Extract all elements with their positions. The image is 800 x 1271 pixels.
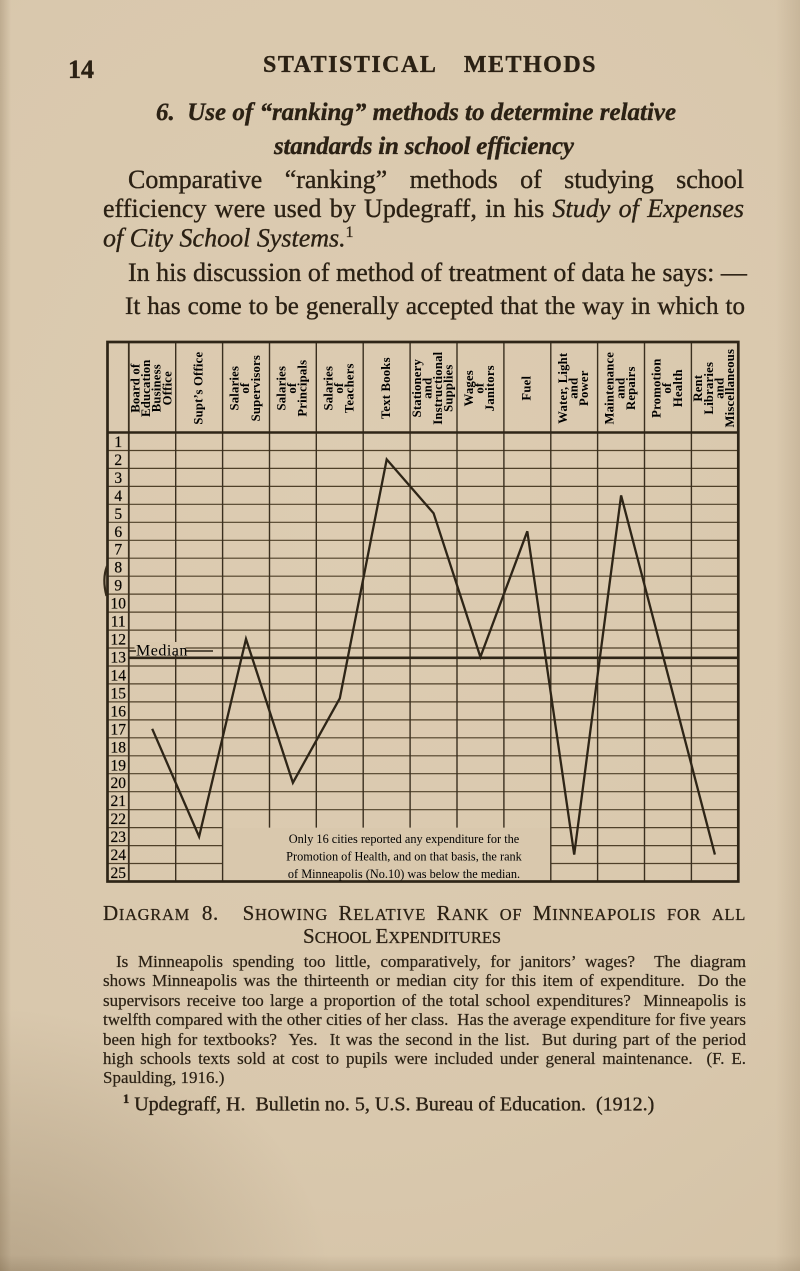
svg-text:11: 11: [111, 614, 126, 631]
svg-text:22: 22: [110, 811, 126, 828]
svg-text:10: 10: [110, 596, 126, 613]
svg-text:19: 19: [110, 757, 126, 774]
svg-text:Supplies: Supplies: [442, 364, 456, 411]
svg-text:21: 21: [110, 793, 126, 810]
svg-text:Salaries: Salaries: [321, 366, 335, 411]
svg-text:Instructional: Instructional: [431, 351, 445, 424]
svg-text:Board of: Board of: [129, 363, 143, 413]
svg-text:1: 1: [114, 434, 122, 451]
svg-text:Education: Education: [139, 359, 153, 417]
svg-text:Fuel: Fuel: [520, 376, 534, 401]
svg-text:and: and: [613, 378, 627, 399]
svg-text:2: 2: [114, 452, 122, 469]
svg-text:15: 15: [110, 685, 126, 702]
svg-text:and: and: [566, 378, 580, 399]
svg-text:Promotion: Promotion: [650, 359, 664, 418]
svg-text:5: 5: [114, 506, 122, 523]
svg-text:of Minneapolis (No.10) was bel: of Minneapolis (No.10) was below the med…: [288, 867, 520, 881]
svg-text:3: 3: [114, 470, 122, 487]
svg-text:Teachers: Teachers: [343, 363, 357, 413]
svg-text:24: 24: [110, 847, 126, 864]
svg-text:Repairs: Repairs: [624, 366, 638, 410]
svg-text:Only 16 cities reported any ex: Only 16 cities reported any expenditure …: [289, 832, 520, 846]
svg-text:17: 17: [110, 721, 126, 738]
svg-text:Water, Light: Water, Light: [556, 352, 570, 424]
svg-text:of: of: [285, 382, 299, 394]
svg-text:12: 12: [110, 632, 126, 649]
svg-text:and: and: [712, 378, 726, 399]
svg-text:14: 14: [110, 668, 126, 685]
svg-text:of: of: [332, 382, 346, 394]
svg-text:Text Books: Text Books: [379, 357, 393, 419]
svg-text:Business: Business: [150, 364, 164, 412]
svg-text:7: 7: [114, 542, 122, 559]
svg-text:of: of: [473, 382, 487, 394]
svg-text:6: 6: [114, 524, 122, 541]
svg-text:Health: Health: [671, 369, 685, 407]
svg-text:Supervisors: Supervisors: [249, 355, 263, 421]
svg-text:16: 16: [110, 703, 126, 720]
svg-text:9: 9: [114, 578, 122, 595]
svg-text:Miscellaneous: Miscellaneous: [723, 349, 737, 428]
svg-text:Promotion of Health, and on th: Promotion of Health, and on that basis, …: [286, 850, 522, 864]
svg-text:23: 23: [110, 829, 126, 846]
svg-text:Power: Power: [577, 370, 591, 406]
svg-text:4: 4: [114, 488, 122, 505]
svg-text:and: and: [421, 378, 435, 399]
svg-text:Salaries: Salaries: [275, 366, 289, 411]
svg-text:13: 13: [110, 650, 126, 667]
svg-text:Wages: Wages: [462, 370, 476, 406]
svg-text:Libraries: Libraries: [702, 362, 716, 415]
svg-text:Rent: Rent: [691, 374, 705, 401]
svg-text:20: 20: [110, 775, 126, 792]
svg-text:Office: Office: [160, 371, 174, 405]
svg-text:Janitors: Janitors: [483, 365, 497, 411]
svg-text:Maintenance: Maintenance: [603, 352, 617, 425]
svg-text:Supt’s Office: Supt’s Office: [191, 352, 205, 425]
svg-text:18: 18: [110, 739, 126, 756]
svg-text:of: of: [660, 382, 674, 394]
svg-text:Principals: Principals: [296, 360, 310, 417]
svg-text:Median: Median: [136, 643, 188, 660]
svg-text:25: 25: [110, 865, 126, 882]
svg-text:of: of: [238, 382, 252, 394]
svg-text:8: 8: [114, 560, 122, 577]
svg-text:Stationery: Stationery: [410, 359, 424, 418]
svg-text:Salaries: Salaries: [228, 366, 242, 411]
